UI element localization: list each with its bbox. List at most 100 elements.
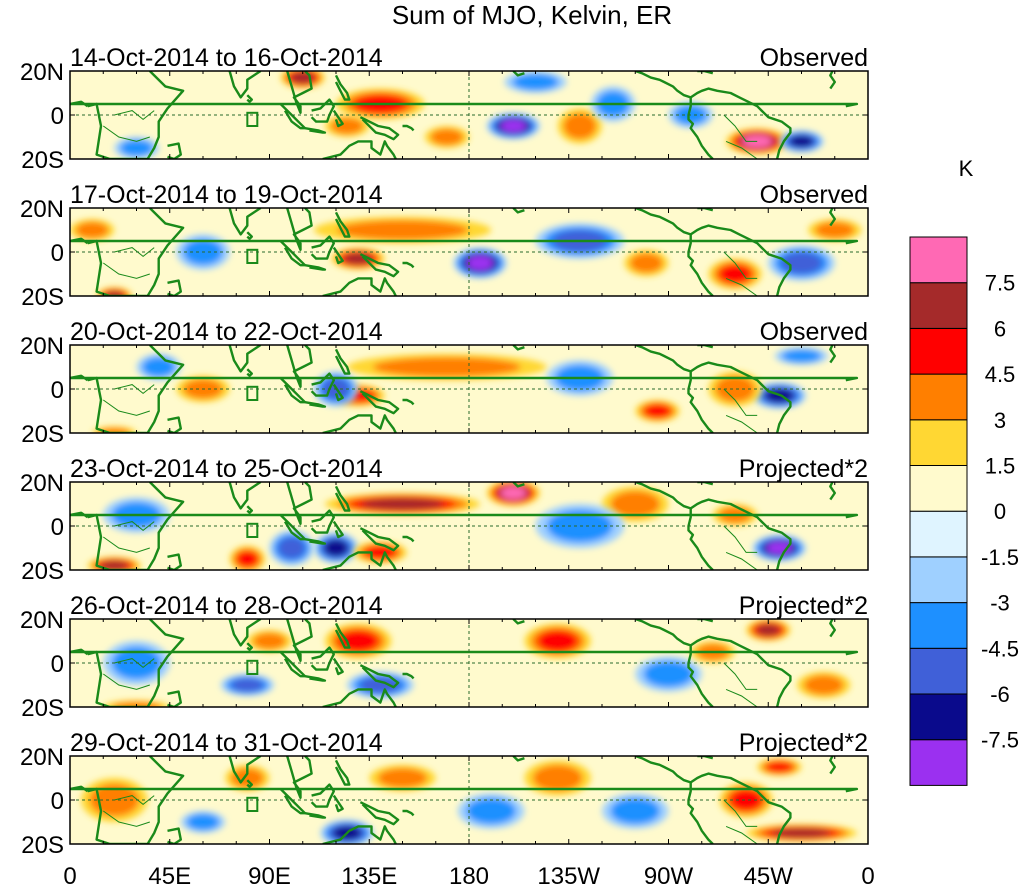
colorbar-swatch <box>909 556 968 604</box>
anomaly-blob <box>486 112 540 140</box>
y-tick-label: 0 <box>51 651 64 678</box>
panel-3: 20N 0 20S 20-Oct-2014 to 22-Oct-2014 Observe… <box>20 318 869 448</box>
anomaly-blob <box>524 760 591 796</box>
colorbar-tick-label: -1.5 <box>981 545 1019 570</box>
y-tick-label: 0 <box>51 514 64 541</box>
colorbar-tick-label: 6 <box>994 316 1006 341</box>
coastline <box>687 782 714 844</box>
panel-date-range: 23-Oct-2014 to 25-Oct-2014 <box>70 455 383 483</box>
colorbar-swatch <box>909 739 968 786</box>
panel-type-label: Observed <box>760 318 868 346</box>
coastline <box>87 71 185 159</box>
x-tick-label: 0 <box>861 863 874 889</box>
y-tick-label: 0 <box>51 103 64 130</box>
anomaly-contour-level <box>361 498 444 510</box>
coastline <box>246 779 253 788</box>
x-tick-label: 135E <box>341 863 397 889</box>
colorbar-tick-label: 4.5 <box>985 362 1016 387</box>
coastline <box>304 812 327 819</box>
coastline <box>512 756 525 762</box>
anomaly-blob <box>313 216 492 244</box>
panels-layer: 20N 0 20S 14-Oct-2014 to 16-Oct-2014 Observe… <box>20 44 869 859</box>
coastline <box>228 208 262 236</box>
coastline <box>512 71 525 77</box>
anomaly-contour-level <box>789 135 814 148</box>
anomaly-contour-level <box>377 768 428 788</box>
colorbar-tick-label: -7.5 <box>981 728 1019 753</box>
coastline <box>334 622 351 649</box>
coastlines <box>70 756 859 844</box>
colorbar-units-label: K <box>959 156 974 181</box>
colorbar-swatch <box>909 373 968 421</box>
anomaly-contour-level <box>533 764 583 792</box>
country-border <box>103 399 150 416</box>
coastline <box>304 538 327 545</box>
colorbar-swatch <box>909 602 968 649</box>
colorbar-tick-label: -4.5 <box>981 636 1019 661</box>
y-tick-label: 20N <box>20 470 64 497</box>
anomaly-blob <box>369 764 436 792</box>
country-border <box>723 525 758 553</box>
coastline <box>402 672 415 680</box>
x-tick-label: 90E <box>248 863 291 889</box>
colorbar-swatch <box>909 465 968 512</box>
coastline <box>402 124 415 132</box>
anomaly-blob <box>797 671 851 699</box>
coastline <box>334 74 351 101</box>
anomaly-contour-level <box>186 813 220 831</box>
y-tick-label: 20N <box>20 196 64 223</box>
colorbar-swatch <box>909 510 968 558</box>
coastline <box>70 374 859 382</box>
coastline <box>512 208 525 214</box>
coastline <box>322 140 397 159</box>
y-tick-label: 0 <box>51 240 64 267</box>
panel-date-range: 14-Oct-2014 to 16-Oct-2014 <box>70 44 383 72</box>
country-border <box>723 251 758 279</box>
country-border <box>725 688 758 707</box>
coastline <box>228 482 262 510</box>
anomaly-contour-level <box>643 660 694 688</box>
y-tick-label: 20S <box>21 284 64 311</box>
coastline <box>402 535 415 543</box>
coastline <box>334 348 351 375</box>
coastline <box>697 345 714 349</box>
coastline <box>359 664 400 689</box>
coastline <box>512 482 525 488</box>
panel-2: 20N 0 20S 17-Oct-2014 to 19-Oct-2014 Observe… <box>20 181 869 311</box>
anomaly-blob <box>504 71 567 93</box>
coastline <box>634 756 792 844</box>
coastline <box>322 551 397 570</box>
coastline <box>512 345 525 351</box>
coastline <box>687 97 714 159</box>
panel-6: 20N 0 20S 29-Oct-2014 to 31-Oct-2014 Project… <box>20 729 869 859</box>
colorbar-swatch <box>909 647 968 695</box>
colorbar-tick-label: 0 <box>994 499 1006 524</box>
anomaly-contour-level <box>120 139 153 157</box>
anomaly-contour-level <box>563 112 597 140</box>
coastline <box>304 401 327 408</box>
anomaly-contour-level <box>772 828 831 838</box>
coastlines <box>70 482 859 570</box>
coastline <box>246 368 253 377</box>
region-box <box>246 111 259 128</box>
x-tick-label: 0 <box>63 863 76 889</box>
anomaly-blob <box>746 824 857 842</box>
anomaly-contour-level <box>815 221 855 239</box>
coastline <box>310 509 335 534</box>
coastline <box>829 208 836 227</box>
x-tick-label: 45E <box>148 863 191 889</box>
country-border <box>103 536 150 553</box>
y-tick-label: 20N <box>20 333 64 360</box>
coastline <box>322 688 397 707</box>
chart-title: Sum of MJO, Kelvin, ER <box>392 0 672 30</box>
anomaly-contour-level <box>729 789 763 811</box>
y-tick-label: 20S <box>21 832 64 859</box>
anomaly-blob <box>624 249 669 277</box>
anomaly-blob <box>752 534 806 562</box>
country-border <box>723 662 758 690</box>
anomaly-contour-level <box>324 539 348 557</box>
coastline <box>228 71 262 99</box>
coastline <box>286 756 313 799</box>
coastline <box>687 645 714 707</box>
